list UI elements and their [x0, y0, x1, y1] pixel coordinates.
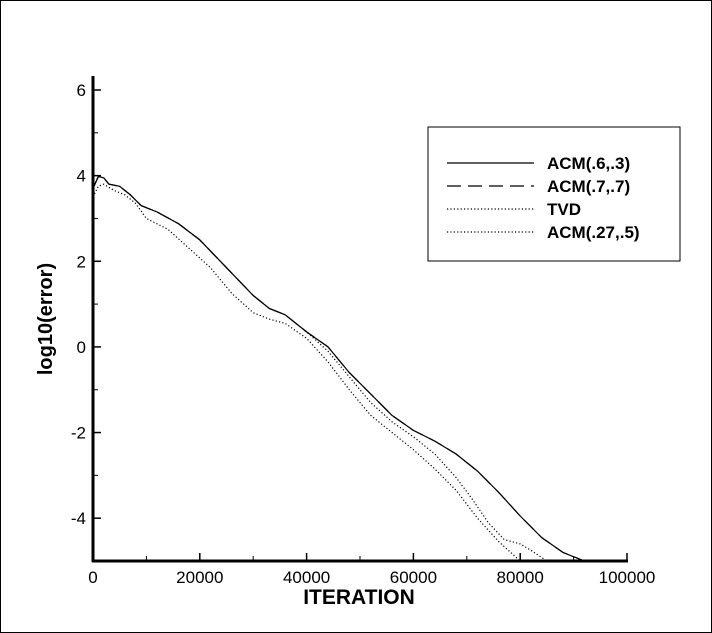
y-tick-label: 0: [77, 338, 86, 357]
y-tick-label: 4: [77, 167, 86, 186]
series-line-tvd: [92, 183, 521, 562]
x-tick-label: 80000: [497, 568, 544, 587]
y-tick-label: -4: [71, 509, 86, 528]
legend-label-acm-27-5: ACM(.27,.5): [547, 223, 640, 242]
legend-label-acm-6-3: ACM(.6,.3): [547, 154, 630, 173]
ticks: [92, 89, 628, 562]
tick-labels: 0 20000 40000 60000 80000 100000 -4 -2 0 2 4 6: [71, 81, 655, 587]
legend-label-acm-7-7: ACM(.7,.7): [547, 177, 630, 196]
y-tick-label: 2: [77, 252, 86, 271]
x-tick-label: 100000: [599, 568, 656, 587]
series-line-acm-27-5: [92, 175, 548, 562]
legend-box: [427, 126, 681, 262]
y-tick-label: 6: [77, 81, 86, 100]
x-tick-label: 40000: [283, 568, 330, 587]
x-axis-title: ITERATION: [303, 586, 415, 609]
x-tick-label: 60000: [390, 568, 437, 587]
x-tick-label: 20000: [176, 568, 223, 587]
legend-label-tvd: TVD: [547, 200, 581, 219]
y-tick-label: -2: [71, 424, 86, 443]
legend: ACM(.6,.3) ACM(.7,.7) TVD ACM(.27,.5): [427, 126, 681, 262]
plot-series: [92, 175, 585, 562]
x-tick-label: 0: [88, 568, 97, 587]
y-axis-title: log10(error): [35, 263, 57, 375]
